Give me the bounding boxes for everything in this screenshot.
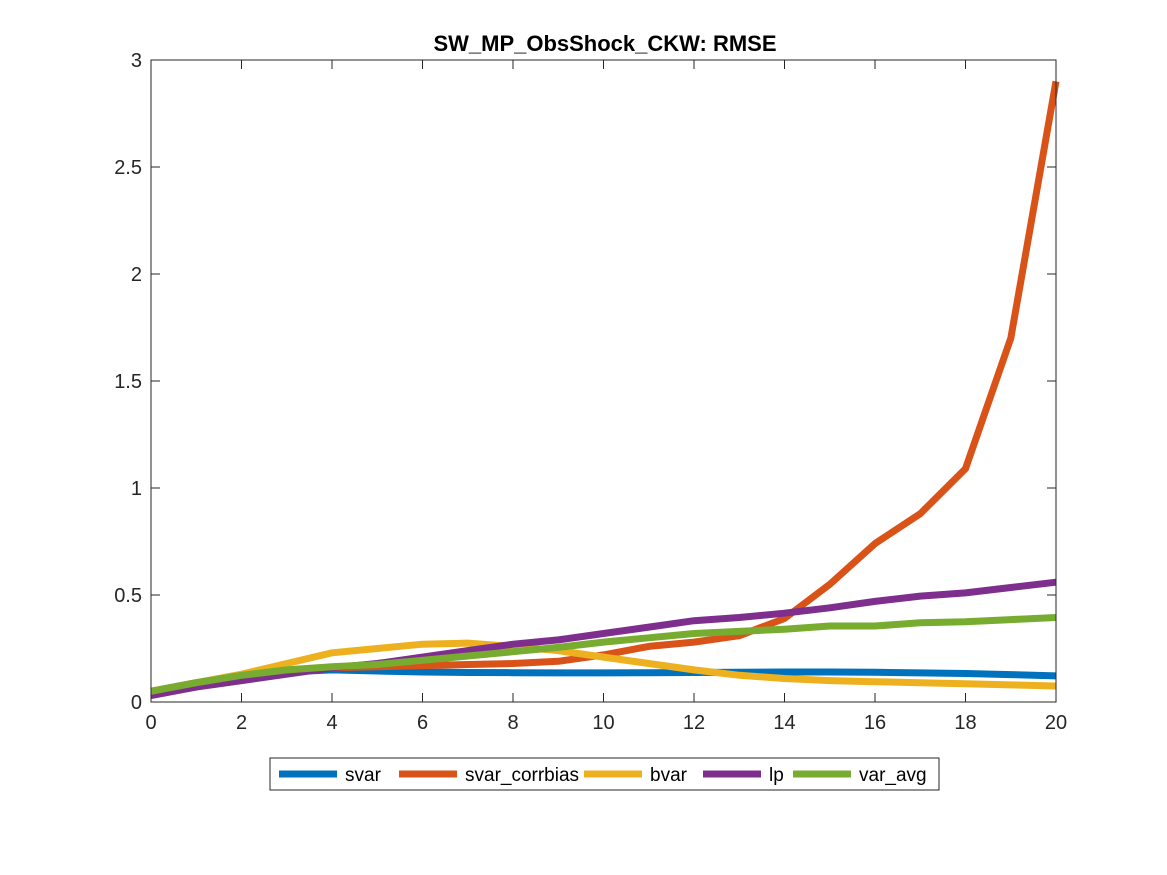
x-tick-label: 10 bbox=[592, 712, 614, 734]
x-tick-label: 12 bbox=[683, 712, 705, 734]
legend-label-svar-corrbias: svar_corrbias bbox=[465, 765, 579, 786]
y-tick-label: 3 bbox=[131, 50, 142, 72]
y-tick-label: 0 bbox=[131, 692, 142, 714]
x-tick-label: 16 bbox=[864, 712, 886, 734]
y-tick-label: 2.5 bbox=[114, 157, 142, 179]
x-tick-label: 2 bbox=[236, 712, 247, 734]
y-tick-label: 2 bbox=[131, 264, 142, 286]
x-tick-label: 8 bbox=[507, 712, 518, 734]
x-tick-label: 20 bbox=[1045, 712, 1067, 734]
series-line-var-avg bbox=[150, 614, 1057, 695]
legend-label-var-avg: var_avg bbox=[859, 765, 927, 786]
legend-label-lp: lp bbox=[769, 765, 784, 786]
x-tick-label: 4 bbox=[326, 712, 337, 734]
x-tick-label: 0 bbox=[145, 712, 156, 734]
y-tick-label: 0.5 bbox=[114, 585, 142, 607]
plot-area: 0 2 4 6 8 10 12 14 16 18 20 0 0.5 1 1.5 2 2.5 3 bbox=[114, 50, 1067, 734]
legend: svar svar_corrbias bvar lp var_avg bbox=[269, 757, 940, 791]
legend-label-bvar: bvar bbox=[650, 765, 688, 786]
x-tick-label: 18 bbox=[954, 712, 976, 734]
x-tick-label: 14 bbox=[773, 712, 795, 734]
axes-background bbox=[151, 60, 1056, 702]
x-tick-label: 6 bbox=[417, 712, 428, 734]
y-tick-label: 1 bbox=[131, 478, 142, 500]
chart-title: SW_MP_ObsShock_CKW: RMSE bbox=[433, 31, 776, 56]
legend-label-svar: svar bbox=[345, 765, 382, 786]
series-line-bvar bbox=[150, 639, 1057, 695]
y-tick-label: 1.5 bbox=[114, 371, 142, 393]
